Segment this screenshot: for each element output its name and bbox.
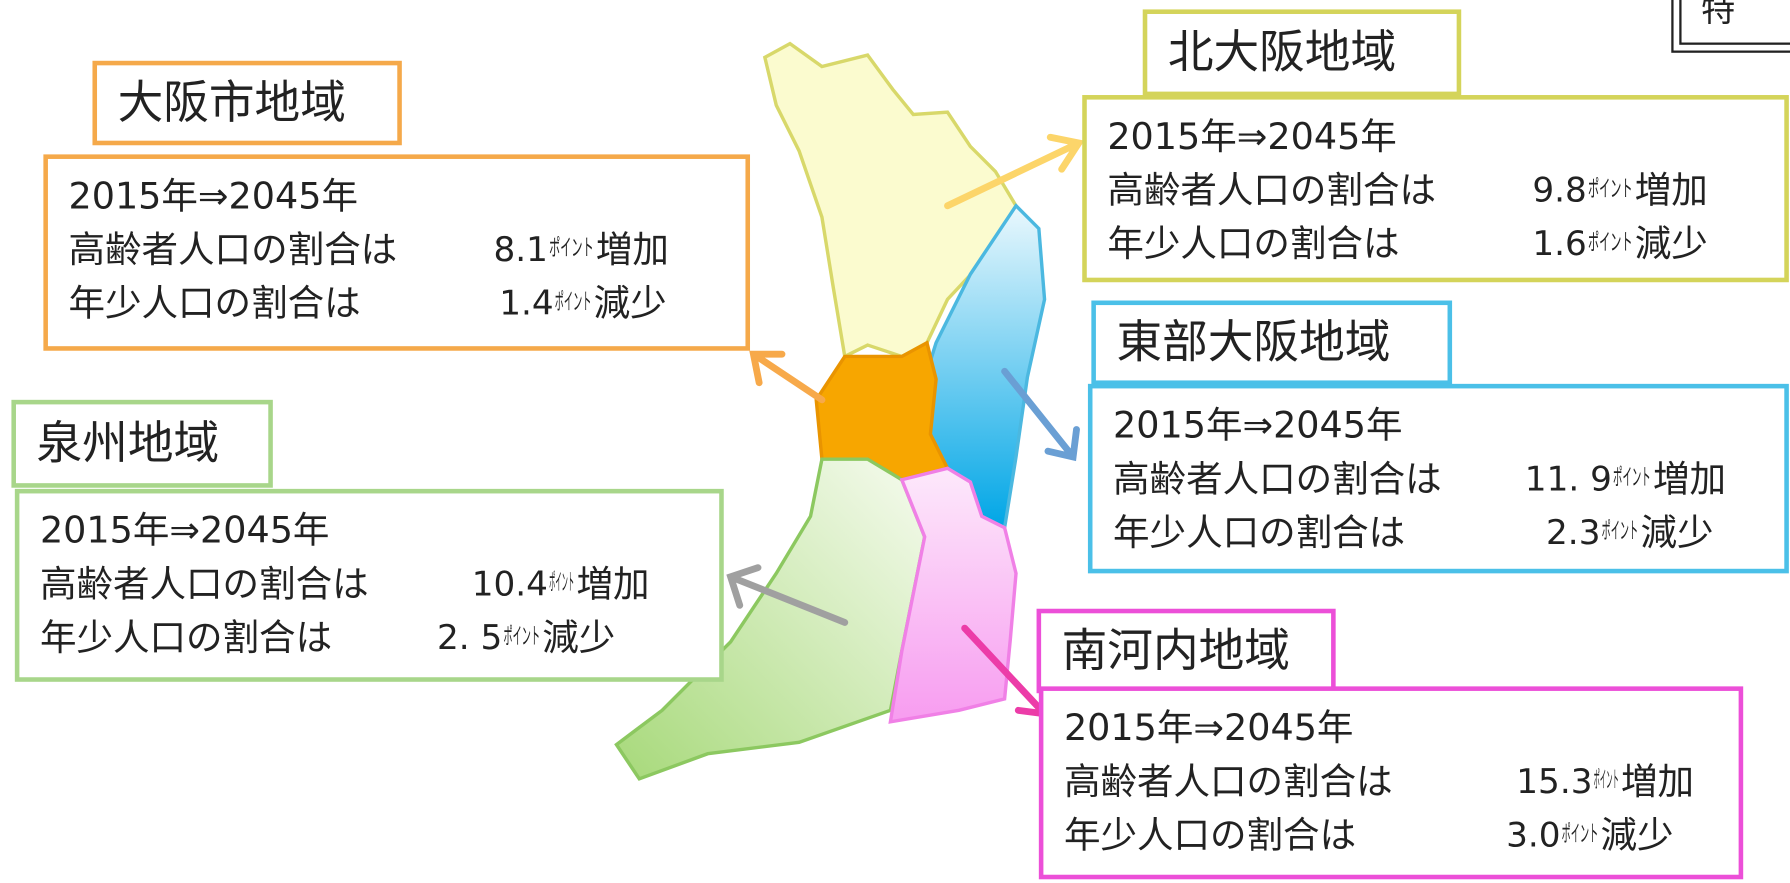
elderly-value: 8.1	[494, 230, 548, 270]
elderly-label: 高齢者人口の割合は	[1113, 457, 1442, 500]
region-name: 大阪市地域	[118, 76, 346, 129]
elderly-value: 9.8	[1532, 171, 1586, 211]
youth-value: 1.4	[499, 284, 553, 324]
elderly-change: 増加	[1653, 457, 1726, 500]
elderly-label: 高齢者人口の割合は	[1107, 169, 1436, 212]
youth-label: 年少人口の割合は	[1113, 511, 1405, 554]
elderly-label: 高齢者人口の割合は	[68, 228, 397, 271]
elderly-change: 増加	[1635, 169, 1708, 212]
youth-value: 3.0	[1506, 816, 1560, 856]
region-title-box	[92, 60, 402, 146]
elderly-unit: ポイント	[1594, 768, 1619, 794]
region-info-box	[1082, 95, 1789, 283]
youth-value: 2. 5	[437, 618, 502, 658]
youth-value: 2.3	[1546, 513, 1600, 553]
youth-label: 年少人口の割合は	[68, 282, 360, 325]
region-title-box	[11, 399, 273, 488]
corner-box: 特	[1671, 0, 1790, 53]
youth-unit: ポイント	[503, 624, 540, 650]
youth-unit: ポイント	[1602, 519, 1639, 545]
youth-label: 年少人口の割合は	[1107, 222, 1399, 265]
youth-change: 減少	[1640, 511, 1713, 554]
youth-value: 1.6	[1532, 224, 1586, 264]
arrow	[944, 133, 1085, 210]
youth-change: 減少	[542, 616, 615, 659]
youth-unit: ポイント	[555, 289, 592, 315]
youth-change: 減少	[1635, 222, 1708, 265]
elderly-label: 高齢者人口の割合は	[1064, 760, 1393, 803]
elderly-change: 増加	[596, 228, 669, 271]
region-name: 東部大阪地域	[1116, 316, 1390, 369]
youth-label: 年少人口の割合は	[1064, 814, 1356, 857]
youth-change: 減少	[1600, 814, 1673, 857]
region-title-box	[1142, 9, 1462, 97]
arrow	[749, 350, 826, 404]
region-name: 南河内地域	[1062, 624, 1290, 677]
elderly-unit: ポイント	[549, 570, 574, 596]
period: 2015年⇒2045年	[1064, 706, 1353, 749]
elderly-unit: ポイント	[1613, 465, 1651, 491]
frame	[1679, 0, 1790, 45]
elderly-unit: ポイント	[1588, 176, 1633, 202]
elderly-unit: ポイント	[549, 236, 594, 262]
elderly-label: 高齢者人口の割合は	[40, 562, 369, 605]
region-info-box	[43, 154, 751, 351]
region-name: 泉州地域	[37, 417, 220, 470]
youth-unit: ポイント	[1588, 230, 1633, 256]
arrow	[726, 564, 849, 626]
region-title-box	[1091, 300, 1453, 385]
elderly-value: 10.4	[472, 564, 548, 604]
youth-label: 年少人口の割合は	[40, 616, 332, 659]
region-info-box	[1038, 686, 1744, 880]
arrow	[1001, 367, 1080, 462]
youth-unit: ポイント	[1562, 821, 1599, 847]
region-title-box	[1036, 608, 1336, 694]
region-info-box	[1087, 383, 1789, 574]
region-info-box	[14, 488, 724, 682]
elderly-value: 15.3	[1516, 762, 1592, 802]
corner-label: 特	[1701, 0, 1735, 30]
region-name: 北大阪地域	[1168, 26, 1396, 79]
elderly-value: 11. 9	[1525, 459, 1612, 499]
elderly-change: 増加	[576, 562, 649, 605]
period: 2015年⇒2045年	[1107, 115, 1396, 158]
elderly-change: 増加	[1621, 760, 1694, 803]
youth-change: 減少	[594, 282, 667, 325]
period: 2015年⇒2045年	[68, 174, 357, 217]
period: 2015年⇒2045年	[1113, 404, 1402, 447]
period: 2015年⇒2045年	[40, 509, 330, 552]
map	[614, 41, 1047, 781]
